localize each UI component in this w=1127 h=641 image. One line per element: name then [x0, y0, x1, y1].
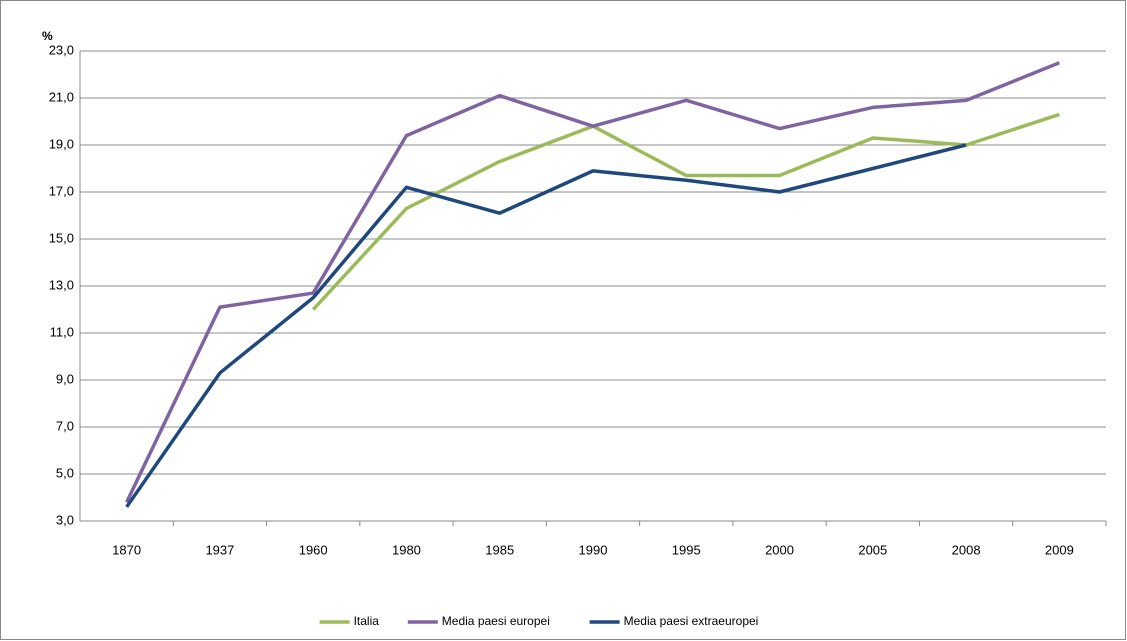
y-tick-label: 5,0: [56, 465, 74, 480]
y-tick-label: 11,0: [50, 324, 74, 339]
series-line: [125, 61, 1061, 503]
legend-label: Media paesi extraeuropei: [624, 614, 759, 628]
y-tick-label: 19,0: [49, 136, 74, 151]
y-tick-label: 15,0: [49, 230, 74, 245]
x-tick-label: 1995: [672, 542, 701, 557]
y-unit-label: %: [42, 29, 53, 43]
x-tick-label: 2005: [858, 542, 887, 557]
y-tick-label: 23,0: [49, 42, 74, 57]
x-tick-label: 1980: [392, 542, 421, 557]
y-tick-label: 3,0: [56, 512, 74, 527]
x-tick-label: 1985: [485, 542, 514, 557]
series-line: [311, 112, 1060, 311]
y-tick-label: 13,0: [49, 277, 74, 292]
x-tick-label: 1937: [205, 542, 234, 557]
y-tick-label: 7,0: [56, 418, 74, 433]
y-tick-label: 9,0: [56, 371, 74, 386]
y-tick-label: 17,0: [49, 183, 74, 198]
x-tick-label: 1870: [112, 542, 141, 557]
y-tick-label: 21,0: [49, 89, 74, 104]
x-tick-label: 2000: [765, 542, 794, 557]
x-tick-label: 2009: [1045, 542, 1074, 557]
x-tick-label: 1990: [579, 542, 608, 557]
x-tick-label: 2008: [952, 542, 981, 557]
legend-label: Italia: [354, 614, 380, 628]
series-line: [125, 143, 967, 508]
legend-label: Media paesi europei: [442, 614, 550, 628]
x-tick-label: 1960: [299, 542, 328, 557]
